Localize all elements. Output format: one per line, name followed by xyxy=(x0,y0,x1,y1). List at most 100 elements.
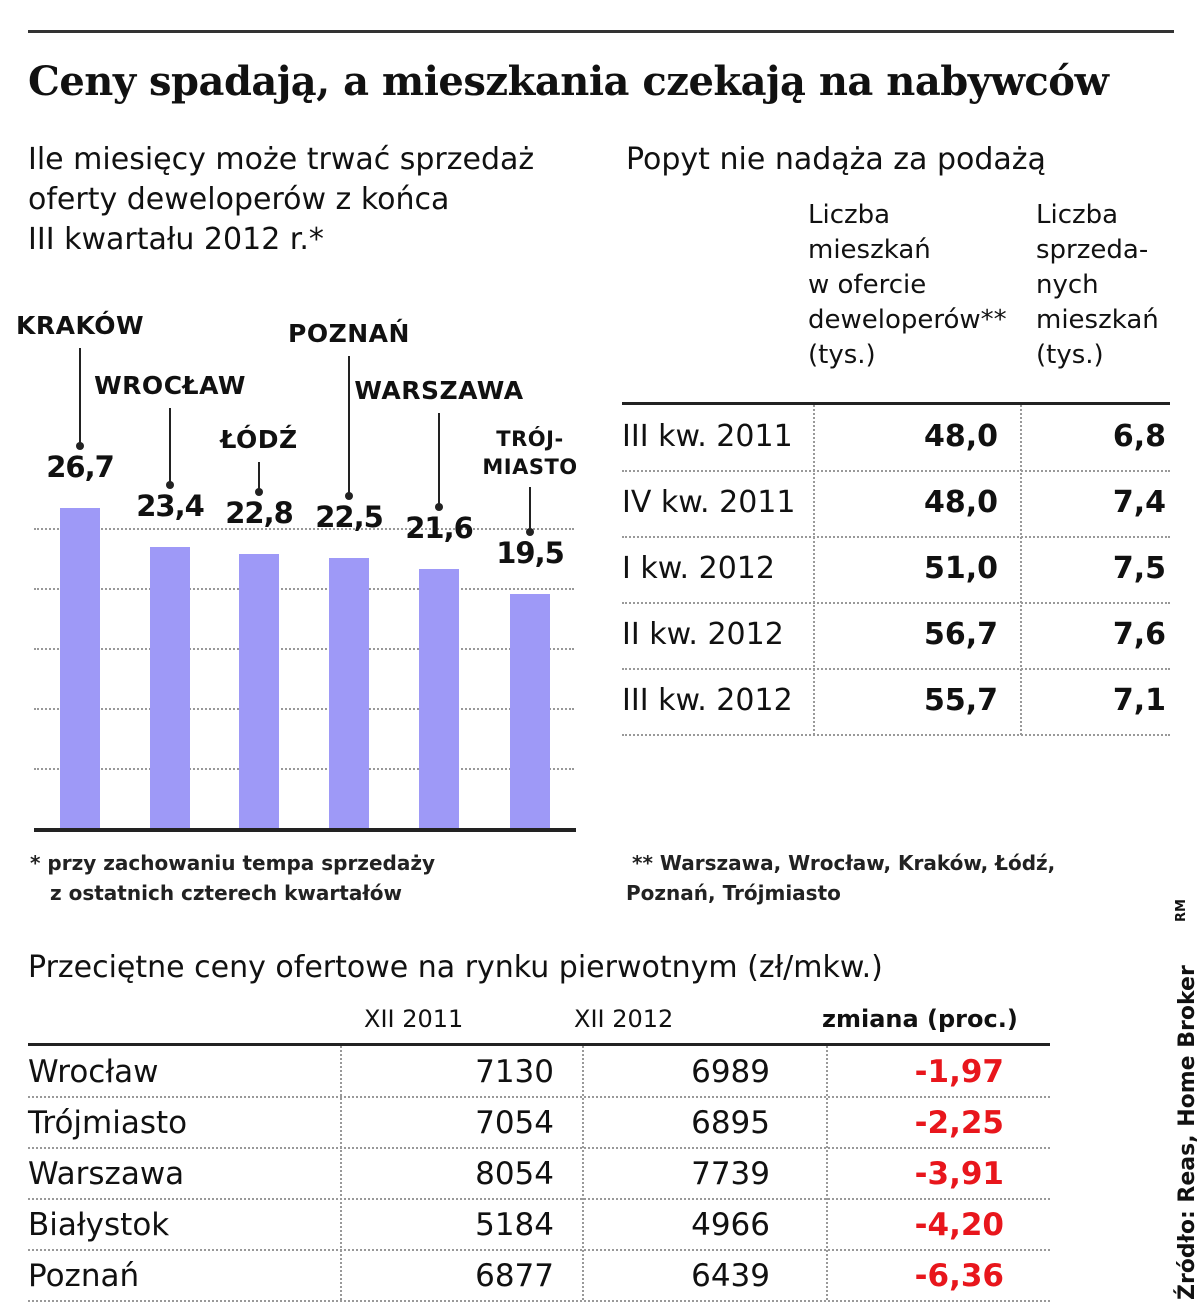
category-label: WARSZAWA xyxy=(339,375,539,407)
sold-cell: 7,1 xyxy=(1112,683,1166,718)
sold-cell: 6,8 xyxy=(1112,419,1166,454)
column-divider xyxy=(582,1046,584,1300)
leader-dot xyxy=(76,441,84,450)
city-cell: Poznań xyxy=(28,1258,140,1294)
footnote-line: Poznań, Trójmiasto xyxy=(626,881,841,905)
leader-line xyxy=(438,413,440,507)
bar-value-label: 22,5 xyxy=(315,500,384,534)
grid-line xyxy=(34,528,574,530)
supply-table-title: Popyt nie nadąża za podażą xyxy=(626,142,1046,177)
column-divider xyxy=(340,1046,342,1300)
table-row: Warszawa 8054 7739 -3,91 xyxy=(28,1148,1050,1200)
bar xyxy=(60,507,100,828)
leader-line xyxy=(258,462,260,493)
price-2011-cell: 7130 xyxy=(475,1054,554,1090)
city-cell: Białystok xyxy=(28,1207,170,1243)
price-2011-cell: 6877 xyxy=(475,1258,554,1294)
column-header-offer: Liczba mieszkań w ofercie deweloperów** … xyxy=(808,198,1007,373)
bar-value-label: 23,4 xyxy=(136,489,205,524)
table-row: Trójmiasto 7054 6895 -2,25 xyxy=(28,1097,1050,1149)
city-cell: Wrocław xyxy=(28,1054,159,1090)
price-2011-cell: 5184 xyxy=(475,1207,554,1243)
footnote-line: z ostatnich czterech kwartałów xyxy=(50,881,402,905)
column-header-line: (tys.) xyxy=(1036,340,1104,370)
leader-dot xyxy=(255,488,263,497)
page-title: Ceny spadają, a mieszkania czekają na na… xyxy=(28,58,1109,105)
bar xyxy=(419,568,459,828)
column-header-sold: Liczba sprzeda- nych mieszkań (tys.) xyxy=(1036,198,1159,373)
leader-dot xyxy=(166,481,174,490)
period-cell: II kw. 2012 xyxy=(622,617,784,652)
period-cell: IV kw. 2011 xyxy=(622,485,796,520)
footnote-line: ** Warszawa, Wrocław, Kraków, Łódź, xyxy=(632,851,1056,875)
column-header-line: (tys.) xyxy=(808,340,876,370)
category-label: TRÓJ- MIASTO xyxy=(430,425,630,481)
bar-value-label: 19,5 xyxy=(496,536,565,570)
footnote-line: * przy zachowaniu tempa sprzedaży xyxy=(30,851,435,875)
grid-line xyxy=(34,648,574,650)
column-divider xyxy=(1020,405,1022,735)
price-table-title: Przeciętne ceny ofertowe na rynku pierwo… xyxy=(28,950,883,985)
category-label-line: MIASTO xyxy=(482,455,578,479)
column-header-2012: XII 2012 xyxy=(574,1005,674,1033)
leader-line xyxy=(348,356,350,496)
bar-chart-title-line: Ile miesięcy może trwać sprzedaż xyxy=(28,142,535,177)
column-header-line: mieszkań xyxy=(808,235,931,265)
source-credit: Źródło: Reas, Home Broker xyxy=(1175,965,1200,1300)
price-2012-cell: 7739 xyxy=(691,1156,770,1192)
change-cell: -6,36 xyxy=(914,1258,1004,1294)
author-tag: RM xyxy=(1174,899,1189,922)
leader-line xyxy=(79,348,81,446)
period-cell: III kw. 2011 xyxy=(622,419,793,454)
sold-cell: 7,6 xyxy=(1112,617,1166,652)
category-label-line: ŁÓDŹ xyxy=(220,425,298,454)
column-header-line: Liczba xyxy=(808,200,891,230)
bar-chart-footnote: * przy zachowaniu tempa sprzedaży z osta… xyxy=(30,848,435,908)
column-header-line: Liczba xyxy=(1036,200,1119,230)
category-label-line: KRAKÓW xyxy=(15,311,145,340)
change-cell: -2,25 xyxy=(914,1105,1004,1141)
category-label: POZNAŃ xyxy=(249,318,449,350)
bar xyxy=(150,547,190,828)
category-label-line: TRÓJ- xyxy=(496,427,564,451)
column-header-line: nych xyxy=(1036,270,1099,300)
price-2011-cell: 8054 xyxy=(475,1156,554,1192)
price-2012-cell: 6439 xyxy=(691,1258,770,1294)
offer-cell: 48,0 xyxy=(923,419,998,454)
bar-chart-title-line: oferty deweloperów z końca xyxy=(28,182,450,217)
change-cell: -1,97 xyxy=(914,1054,1004,1090)
category-label-line: WROCŁAW xyxy=(94,371,246,400)
category-label-line: WARSZAWA xyxy=(354,376,524,405)
column-divider xyxy=(826,1046,828,1300)
table-row: Białystok 5184 4966 -4,20 xyxy=(28,1199,1050,1251)
city-cell: Trójmiasto xyxy=(28,1105,188,1141)
column-header-change: zmiana (proc.) xyxy=(822,1005,1018,1033)
column-header-line: w ofercie xyxy=(808,270,927,300)
change-cell: -4,20 xyxy=(914,1207,1004,1243)
grid-line xyxy=(34,768,574,770)
table-row: II kw. 2012 56,7 7,6 xyxy=(622,603,1170,670)
bar-value-label: 26,7 xyxy=(46,449,115,484)
category-label-line: POZNAŃ xyxy=(288,319,410,348)
leader-line xyxy=(169,408,171,486)
bar xyxy=(329,558,369,828)
bar-value-label: 22,8 xyxy=(225,496,294,531)
category-label: WROCŁAW xyxy=(70,370,270,402)
table-row: III kw. 2012 55,7 7,1 xyxy=(622,669,1170,736)
table-row: I kw. 2012 51,0 7,5 xyxy=(622,537,1170,604)
leader-dot xyxy=(435,502,443,511)
table-row: Poznań 6877 6439 -6,36 xyxy=(28,1250,1050,1302)
sold-cell: 7,5 xyxy=(1112,551,1166,586)
price-2012-cell: 4966 xyxy=(691,1207,770,1243)
bar-chart-title: Ile miesięcy może trwać sprzedaż oferty … xyxy=(28,140,534,260)
price-2012-cell: 6989 xyxy=(691,1054,770,1090)
table-row: III kw. 2011 48,0 6,8 xyxy=(622,405,1170,472)
table-row: IV kw. 2011 48,0 7,4 xyxy=(622,471,1170,538)
bar xyxy=(510,594,550,828)
table-header-rule xyxy=(622,402,1170,405)
city-cell: Warszawa xyxy=(28,1156,185,1192)
price-2011-cell: 7054 xyxy=(475,1105,554,1141)
bar-value-label: 21,6 xyxy=(405,510,474,545)
price-2012-cell: 6895 xyxy=(691,1105,770,1141)
bar xyxy=(239,554,279,828)
